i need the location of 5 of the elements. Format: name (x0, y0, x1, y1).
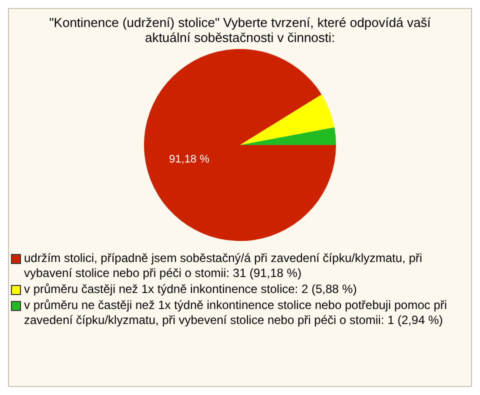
legend-label: v průměru ne častěji než 1x týdně inkontinence stolice nebo potřebuji pomoc při zavedení čípku/klyzmatu, při vybevení stolice nebo při péči o stomii: 1 (2,94 %) (24, 298, 448, 328)
legend-label: udržím stolici, případně jsem soběstačný/á při zavedení čípku/klyzmatu, při vybavení stolice nebo při péči o stomii: 31 (91,18 %) (24, 251, 424, 281)
legend-label: v průměru častěji než 1x týdně inkontinence stolice: 2 (5,88 %) (24, 282, 357, 297)
data-label: 91,18 % (169, 153, 210, 166)
chart-title: "Kontinence (udržení) stolice" Vyberte tvrzení, které odpovídá vaší aktuální soběstačnosti v činnosti: (48, 14, 432, 45)
